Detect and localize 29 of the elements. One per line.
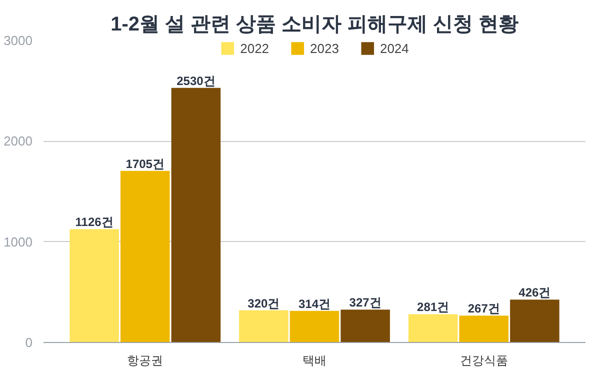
bar [459, 316, 509, 342]
bar [510, 300, 560, 342]
bar [70, 229, 119, 342]
chart-title: 1-2월 설 관련 상품 소비자 피해구제 신청 현황 [110, 14, 518, 36]
data-label: 327건 [349, 296, 382, 310]
data-label: 267건 [468, 302, 500, 316]
y-tick-label: 1000 [4, 234, 32, 250]
legend-label: 2022 [240, 40, 270, 56]
data-label: 314건 [298, 296, 331, 311]
x-tick-label: 택배 [302, 354, 326, 368]
data-label: 281건 [417, 300, 450, 314]
data-label: 1705건 [126, 156, 164, 171]
y-tick-label: 2000 [4, 134, 32, 149]
data-label: 320건 [248, 296, 280, 310]
legend-label: 2024 [380, 40, 409, 56]
data-label: 2530건 [176, 74, 216, 88]
data-label: 426건 [518, 286, 551, 300]
x-tick-label: 항공권 [127, 354, 164, 368]
y-tick-label: 0 [25, 335, 33, 350]
bar [239, 310, 288, 342]
bar [290, 310, 340, 342]
bar [120, 170, 170, 342]
bar [340, 310, 390, 342]
y-tick-label: 3000 [4, 33, 32, 48]
data-label: 1126건 [75, 215, 114, 230]
bar [408, 314, 458, 342]
legend-label: 2023 [310, 40, 339, 56]
x-tick-label: 건강식품 [460, 354, 508, 368]
bar [171, 88, 221, 342]
